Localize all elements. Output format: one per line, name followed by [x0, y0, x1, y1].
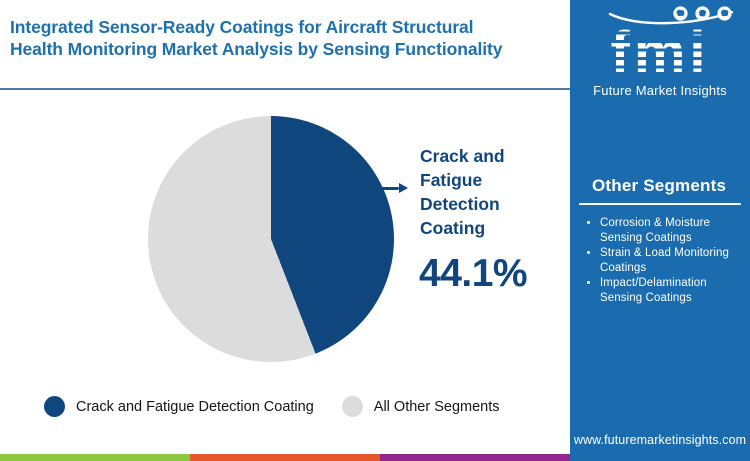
sidebar: fmi Future Market Insights Other Segment…	[570, 0, 750, 461]
title-line-1: Integrated Sensor-Ready Coatings for Air…	[10, 17, 474, 37]
fmi-monogram-wrap: fmi	[580, 26, 740, 82]
fmi-logo: fmi Future Market Insights	[580, 4, 740, 98]
logo-stripes-overlay	[580, 26, 740, 82]
americas-globe-icon	[673, 6, 688, 21]
callout-label: Crack and Fatigue Detection Coating	[420, 146, 505, 239]
arrow-head	[399, 183, 408, 193]
legend-label-other-segments: All Other Segments	[373, 398, 500, 415]
chart-legend: Crack and Fatigue Detection Coating All …	[44, 396, 500, 417]
logo-globes	[673, 6, 732, 21]
legend-swatch-navy	[44, 396, 65, 417]
pie-chart	[148, 116, 394, 362]
legend-label-crack-coating: Crack and Fatigue Detection Coating	[76, 398, 314, 415]
callout-arrow-icon	[375, 183, 408, 193]
page-title: Integrated Sensor-Ready Coatings for Air…	[10, 17, 570, 60]
other-segments-heading: Other Segments	[592, 176, 727, 195]
list-item-strain: Strain & Load Monitoring Coatings	[600, 246, 742, 276]
stripe-orange-segment	[190, 454, 380, 461]
list-item-impact: Impact/Delamination Sensing Coatings	[600, 276, 742, 306]
callout-value: 44.1%	[419, 252, 528, 295]
logo-wordmark: Future Market Insights	[593, 83, 727, 98]
other-segments-list: Corrosion & Moisture Sensing Coatings St…	[582, 216, 742, 306]
legend-item-other-segments: All Other Segments	[341, 396, 500, 417]
bottom-stripe	[0, 454, 570, 461]
logo-top	[580, 4, 740, 26]
stripe-green-segment	[0, 454, 190, 461]
list-item-corrosion: Corrosion & Moisture Sensing Coatings	[600, 216, 742, 246]
world-globe-icon	[717, 6, 732, 21]
stripe-purple-segment	[380, 454, 570, 461]
europe-globe-icon	[695, 6, 710, 21]
title-divider	[0, 88, 570, 90]
arrow-line	[375, 186, 399, 190]
heading-underline	[579, 203, 741, 205]
legend-item-crack-coating: Crack and Fatigue Detection Coating	[44, 396, 314, 417]
website-link[interactable]: www.futuremarketinsights.com	[573, 433, 747, 447]
title-line-2: Health Monitoring Market Analysis by Sen…	[10, 38, 503, 59]
legend-swatch-gray	[341, 396, 363, 417]
